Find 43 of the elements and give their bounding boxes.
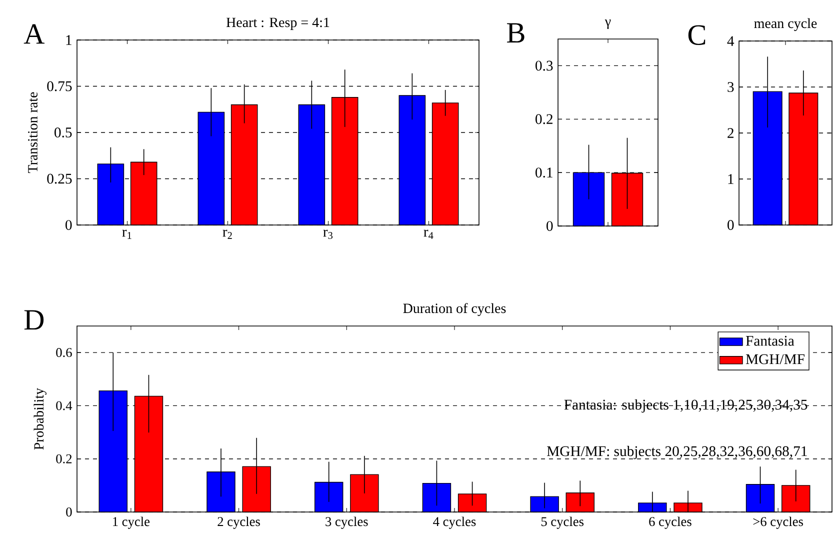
- y-tick-label: 0.25: [47, 174, 72, 184]
- y-tick-label: 3: [728, 82, 734, 92]
- text: C: [688, 25, 706, 45]
- x-tick-label: 3 cycles: [326, 516, 368, 529]
- x-tick-label: r$_{1}$: [122, 230, 132, 239]
- x-tick-label: 6 cycles: [649, 516, 692, 529]
- y-tick-label: 0.3: [536, 60, 553, 71]
- x-tick-label: r$_{2}$: [222, 230, 232, 239]
- y-tick-label: 0: [66, 508, 72, 516]
- y-tick-label: 0.2: [536, 114, 552, 124]
- y-axis-title: Probability: [34, 388, 46, 450]
- y-tick-label: 0.2: [56, 454, 72, 464]
- text: A: [24, 24, 45, 44]
- chart-title: Duration of cycles: [403, 303, 506, 316]
- text: B: [507, 23, 524, 43]
- x-tick-label: r$_{4}$: [424, 230, 434, 239]
- chart-title: Heart : Resp = 4:1: [226, 18, 330, 30]
- chart-title: mean cycle: [754, 18, 817, 31]
- text: D: [24, 310, 44, 330]
- x-tick-label: 4 cycles: [433, 516, 476, 529]
- x-tick-label: 5 cycles: [541, 516, 584, 529]
- y-tick-label: 0.1: [536, 168, 552, 178]
- y-tick-label: 0.5: [54, 128, 72, 138]
- y-tick-label: 0: [546, 221, 553, 231]
- y-tick-label: 2: [728, 128, 734, 138]
- y-tick-label: 0.75: [47, 81, 72, 92]
- y-tick-label: 0.6: [56, 348, 72, 358]
- x-tick-label: 2 cycles: [218, 516, 260, 529]
- y-tick-label: 0: [728, 220, 734, 230]
- y-tick-label: 1: [728, 174, 734, 184]
- y-tick-label: 1: [66, 35, 72, 45]
- y-tick-label: 0: [66, 220, 72, 230]
- y-tick-label: 4: [727, 36, 734, 46]
- annotation: MGH/MF: subjects 20,25,28,32,36,60,68,71: [547, 446, 807, 460]
- x-tick-label: r$_{3}$: [323, 230, 333, 239]
- legend-label: Fantasia: [746, 336, 794, 346]
- chart-title: γ: [604, 20, 611, 29]
- x-tick-label: >6 cycles: [753, 516, 803, 529]
- x-tick-label: 1 cycle: [113, 516, 150, 529]
- legend-label: MGH/MF: [746, 354, 804, 364]
- annotation: Fantasia: subjects 1,10,11,19,25,30,34,35: [564, 399, 808, 413]
- y-axis-title: Transition rate: [28, 92, 38, 174]
- y-tick-label: 0.4: [56, 401, 72, 410]
